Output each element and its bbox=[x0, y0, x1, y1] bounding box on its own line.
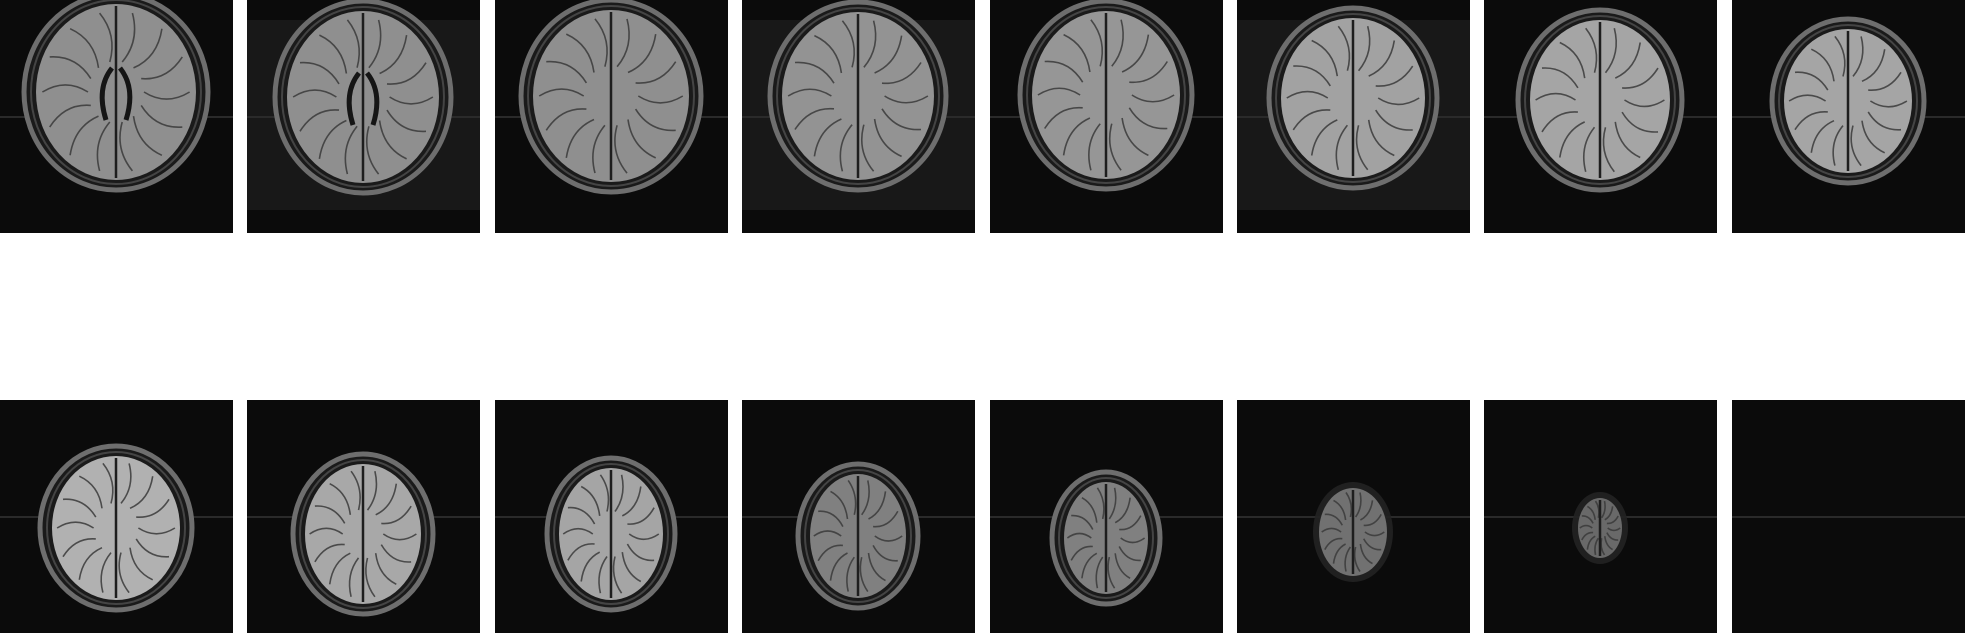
axial-mri-slice-icon bbox=[247, 0, 480, 233]
axial-mri-slice-icon bbox=[1237, 0, 1470, 233]
mri-slice-tile bbox=[990, 400, 1223, 633]
axial-mri-slice-icon bbox=[742, 0, 975, 233]
mri-slice-tile bbox=[1237, 0, 1470, 233]
axial-mri-slice-icon bbox=[0, 0, 233, 233]
axial-mri-slice-icon bbox=[247, 400, 480, 633]
mri-slice-tile bbox=[495, 0, 728, 233]
mri-slice-tile bbox=[247, 400, 480, 633]
mri-slice-tile bbox=[1732, 0, 1965, 233]
axial-mri-slice-icon bbox=[1484, 0, 1717, 233]
mri-slice-tile bbox=[742, 400, 975, 633]
axial-mri-slice-icon bbox=[495, 400, 728, 633]
axial-mri-slice-icon bbox=[1484, 400, 1717, 633]
mri-slice-tile bbox=[990, 0, 1223, 233]
mri-slice-tile bbox=[1484, 0, 1717, 233]
axial-mri-slice-icon bbox=[1732, 0, 1965, 233]
mri-slice-tile bbox=[1732, 400, 1965, 633]
axial-mri-slice-icon bbox=[990, 0, 1223, 233]
mri-slice-tile bbox=[0, 0, 233, 233]
mri-slice-tile bbox=[1237, 400, 1470, 633]
axial-mri-slice-icon bbox=[990, 400, 1223, 633]
mri-slice-tile bbox=[247, 0, 480, 233]
axial-mri-slice-icon bbox=[1732, 400, 1965, 633]
mri-slice-tile bbox=[742, 0, 975, 233]
mri-slice-tile bbox=[495, 400, 728, 633]
axial-mri-slice-icon bbox=[0, 400, 233, 633]
mri-slice-tile bbox=[1484, 400, 1717, 633]
mri-slice-tile bbox=[0, 400, 233, 633]
axial-mri-slice-icon bbox=[742, 400, 975, 633]
axial-mri-slice-icon bbox=[1237, 400, 1470, 633]
axial-mri-slice-icon bbox=[495, 0, 728, 233]
